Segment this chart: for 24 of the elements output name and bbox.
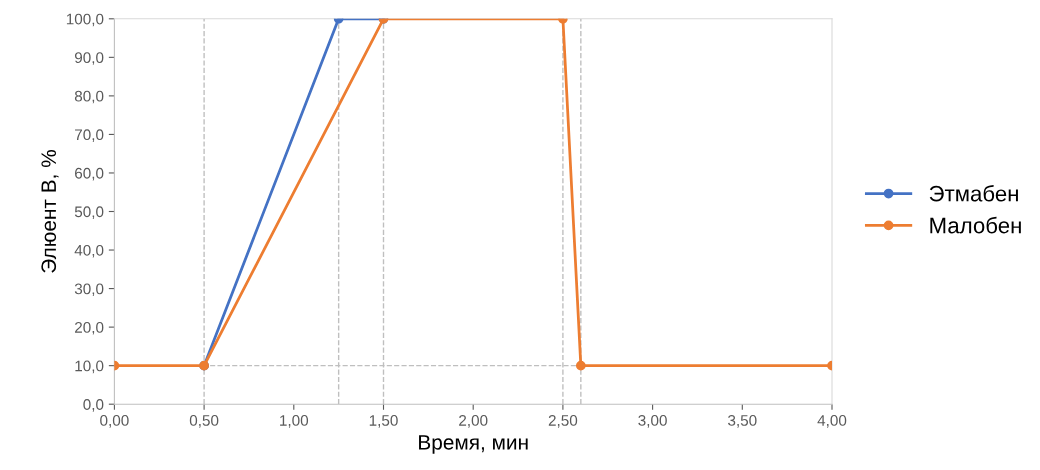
y-tick-label: 90,0	[74, 52, 104, 65]
legend-label: Этмабен	[929, 185, 1018, 202]
y-tick-label: 50,0	[74, 206, 104, 219]
y-tick-label: 70,0	[75, 129, 104, 142]
y-tick-label: 100,0	[66, 13, 104, 27]
y-tick-label: 0,0	[83, 399, 104, 412]
x-tick-label: 2,00	[459, 415, 488, 428]
x-axis-title: Время, мин	[419, 435, 528, 454]
y-axis-title: Элюент B, %	[41, 150, 59, 273]
y-tick-label: 20,0	[75, 321, 104, 335]
y-tick-label: 10,0	[75, 360, 104, 374]
legend-label: Малобен	[930, 216, 1021, 234]
y-tick-label: 80,0	[74, 90, 104, 104]
x-tick-label: 3,00	[638, 415, 667, 428]
x-tick-label: 1,50	[369, 415, 398, 428]
x-tick-label: 4,00	[817, 415, 847, 428]
x-tick-label: 0,00	[100, 415, 129, 428]
x-tick-label: 1,00	[280, 415, 309, 428]
y-tick-label: 40,0	[74, 244, 104, 258]
y-tick-label: 60,0	[75, 167, 104, 181]
x-tick-label: 0,50	[189, 415, 219, 428]
y-tick-label: 30,0	[74, 283, 104, 297]
x-tick-label: 2,50	[548, 415, 578, 428]
x-tick-label: 3,50	[728, 415, 757, 428]
